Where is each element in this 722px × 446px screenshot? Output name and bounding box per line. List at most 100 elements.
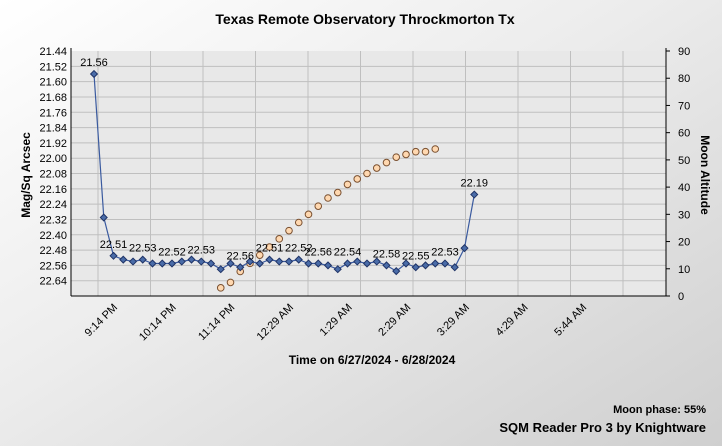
sqm-point xyxy=(304,259,313,268)
moon-altitude-point xyxy=(392,153,401,161)
moon-altitude-point xyxy=(275,235,284,243)
y-tick-label: 22.64 xyxy=(39,276,67,288)
y2-tick-label: 30 xyxy=(678,209,690,221)
sqm-point xyxy=(216,265,225,274)
y-tick-label: 22.40 xyxy=(39,230,67,242)
moon-altitude-point xyxy=(372,164,381,172)
sqm-point xyxy=(128,257,138,266)
moon-altitude-point xyxy=(304,210,313,219)
y-axis-label: Mag/Sq Arcsec xyxy=(19,132,33,218)
sqm-point xyxy=(353,257,362,266)
x-tick-label: 9:14 PM xyxy=(83,302,120,339)
sqm-point xyxy=(421,261,430,270)
data-label: 22.55 xyxy=(402,250,430,262)
y-tick-label: 22.24 xyxy=(39,199,67,211)
moon-altitude-point xyxy=(226,278,235,287)
sqm-series-line xyxy=(93,73,475,272)
moon-altitude-point xyxy=(324,194,332,202)
y2-tick-label: 60 xyxy=(678,128,690,140)
data-label: 22.56 xyxy=(226,250,254,262)
sqm-point xyxy=(119,255,128,264)
sqm-point xyxy=(314,259,323,268)
y2-tick-label: 20 xyxy=(678,237,690,249)
y-tick-label: 21.44 xyxy=(39,46,67,58)
sqm-point xyxy=(333,265,342,274)
sqm-point xyxy=(109,251,118,260)
y-tick-label: 22.56 xyxy=(39,260,67,272)
sqm-point xyxy=(167,259,177,268)
sqm-point xyxy=(401,259,411,268)
sqm-point xyxy=(187,255,196,264)
moon-altitude-point xyxy=(431,145,440,153)
sqm-point xyxy=(323,261,333,270)
x-tick-label: 10:14 PM xyxy=(137,302,179,344)
sqm-point xyxy=(411,263,420,272)
y-tick-label: 21.84 xyxy=(39,123,67,135)
y-tick-label: 22.00 xyxy=(39,153,67,165)
sqm-point xyxy=(440,259,450,268)
sqm-point xyxy=(382,261,391,270)
sqm-point xyxy=(275,257,284,266)
sqm-point xyxy=(450,263,459,272)
moon-altitude-point xyxy=(333,188,342,197)
sqm-point xyxy=(265,255,274,264)
moon-altitude-point xyxy=(294,218,303,227)
moon-altitude-point xyxy=(353,175,362,183)
x-tick-label: 3:29 AM xyxy=(435,302,472,339)
data-label: 22.51 xyxy=(100,239,128,251)
y-tick-label: 21.60 xyxy=(39,77,67,89)
x-axis-label: Time on 6/27/2024 - 6/28/2024 xyxy=(289,353,456,367)
y-tick-label: 21.76 xyxy=(39,107,67,119)
y2-tick-label: 50 xyxy=(678,155,690,167)
y-tick-label: 21.52 xyxy=(39,61,67,73)
y2-tick-label: 70 xyxy=(678,100,690,112)
sqm-point xyxy=(197,257,206,266)
moon-altitude-point xyxy=(314,202,323,210)
sqm-point xyxy=(343,259,352,268)
moon-altitude-point xyxy=(411,147,420,156)
sqm-point xyxy=(226,259,235,268)
moon-altitude-point xyxy=(402,150,410,159)
sqm-point xyxy=(158,259,167,268)
sqm-point xyxy=(138,255,147,264)
data-label: 22.58 xyxy=(373,248,401,260)
sqm-point xyxy=(255,259,264,268)
sqm-point xyxy=(372,257,381,266)
y2-tick-label: 10 xyxy=(678,264,690,276)
sqm-point xyxy=(206,259,216,268)
sqm-point xyxy=(245,257,255,266)
y-tick-label: 22.08 xyxy=(39,169,67,181)
y2-tick-label: 40 xyxy=(678,182,690,194)
moon-altitude-point xyxy=(382,158,391,167)
y2-tick-label: 90 xyxy=(678,46,690,58)
data-label: 22.54 xyxy=(334,246,362,258)
x-tick-label: 12:29 AM xyxy=(255,302,296,343)
sqm-point xyxy=(460,244,469,253)
moon-altitude-point xyxy=(343,180,352,189)
sqm-point xyxy=(294,255,303,264)
sqm-point xyxy=(148,259,157,268)
x-tick-label: 4:29 AM xyxy=(494,302,531,339)
x-tick-label: 5:44 AM xyxy=(552,302,589,339)
moon-phase-text: Moon phase: 55% xyxy=(613,404,706,416)
y-tick-label: 21.92 xyxy=(39,138,67,150)
data-label: 22.53 xyxy=(187,245,215,257)
sqm-point xyxy=(99,213,108,222)
moon-altitude-point xyxy=(265,243,274,251)
sqm-point xyxy=(470,190,479,199)
sqm-point xyxy=(392,267,401,276)
moon-altitude-point xyxy=(216,284,225,292)
y-tick-label: 22.32 xyxy=(39,214,67,226)
x-tick-label: 11:14 PM xyxy=(196,302,237,343)
data-label: 22.19 xyxy=(460,178,488,190)
y2-tick-label: 0 xyxy=(678,291,684,303)
moon-altitude-point xyxy=(421,147,430,156)
data-label: 22.52 xyxy=(285,243,313,255)
data-label: 21.56 xyxy=(80,57,108,69)
sqm-point xyxy=(284,257,294,266)
moon-altitude-point xyxy=(255,251,264,259)
sqm-point xyxy=(89,69,99,79)
y-tick-label: 21.68 xyxy=(39,92,67,104)
y-tick-label: 22.48 xyxy=(39,245,67,257)
